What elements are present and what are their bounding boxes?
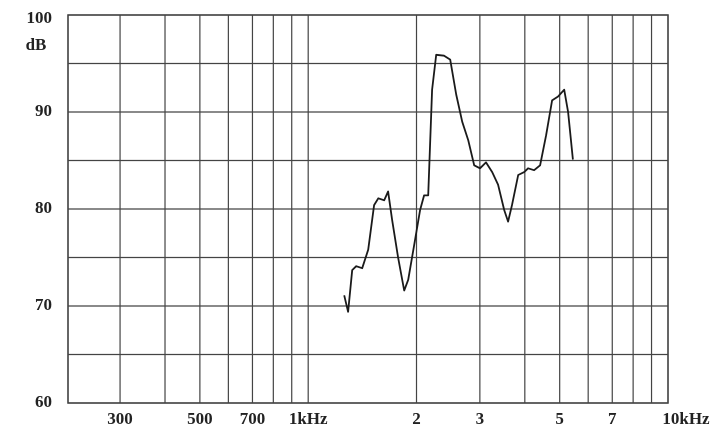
- x-tick-label: 10kHz: [662, 409, 710, 428]
- y-tick-label: 70: [35, 295, 52, 314]
- y-tick-label: 80: [35, 198, 52, 217]
- x-tick-label: 300: [107, 409, 133, 428]
- x-tick-label: 7: [608, 409, 617, 428]
- x-tick-label: 2: [412, 409, 421, 428]
- y-axis-label: dB: [26, 35, 47, 54]
- x-tick-label: 3: [476, 409, 485, 428]
- response-curve: [343, 53, 574, 313]
- x-tick-label: 5: [555, 409, 564, 428]
- y-tick-label: 100: [27, 8, 53, 27]
- x-tick-label: 1kHz: [289, 409, 328, 428]
- x-tick-label: 700: [240, 409, 266, 428]
- x-tick-label: 500: [187, 409, 213, 428]
- y-tick-label: 90: [35, 101, 52, 120]
- y-tick-label: 60: [35, 392, 52, 411]
